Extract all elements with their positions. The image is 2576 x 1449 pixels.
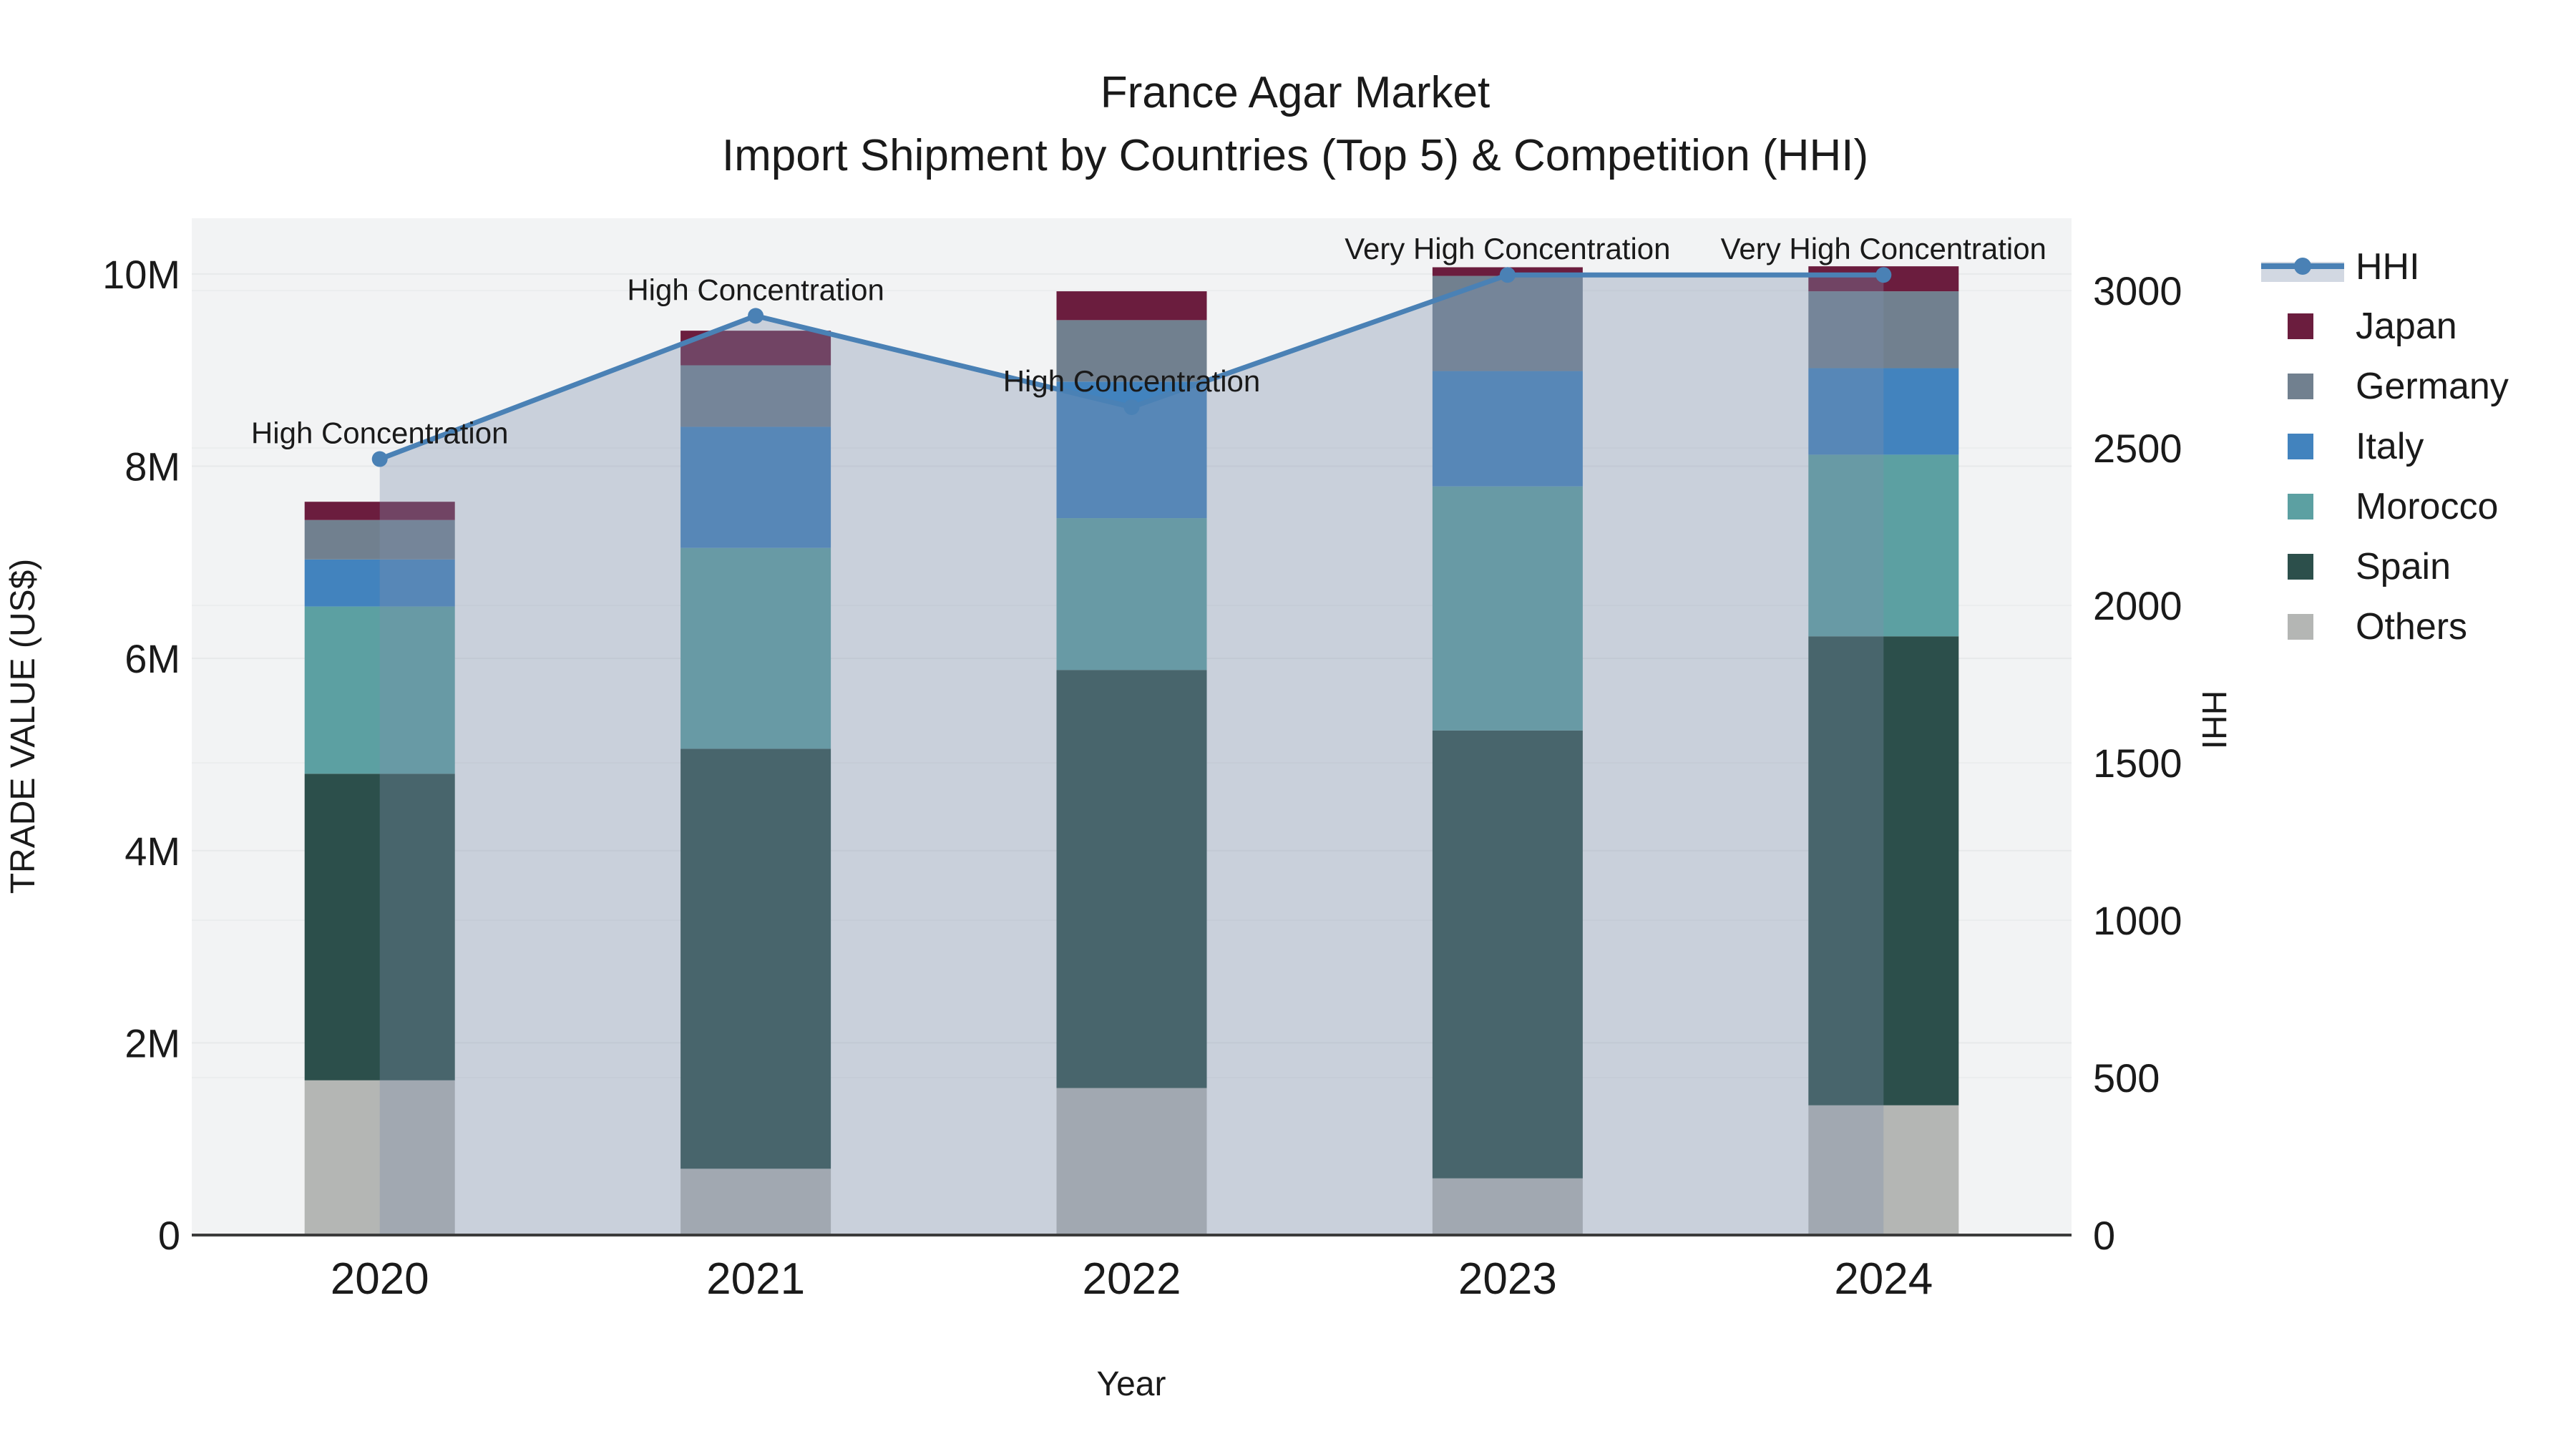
bar-segment-italy-2021[interactable] <box>680 426 831 548</box>
legend-item-japan[interactable]: Japan <box>2288 306 2457 347</box>
legend-hhi-marker-icon <box>2294 258 2311 275</box>
x-tick-2023: 2023 <box>1458 1254 1557 1304</box>
legend-item-italy[interactable]: Italy <box>2288 426 2424 467</box>
legend-swatch-morocco <box>2288 494 2313 519</box>
y-right-tick-2500: 2500 <box>2093 426 2182 471</box>
annotation-2023: Very High Concentration <box>1345 232 1670 265</box>
annotation-2020: High Concentration <box>251 416 509 450</box>
hhi-area <box>379 275 1884 1235</box>
y-right-tick-500: 500 <box>2093 1055 2160 1101</box>
bar-segment-morocco-2021[interactable] <box>680 547 831 749</box>
bar-segment-spain-2024[interactable] <box>1808 636 1959 1106</box>
legend-swatch-germany <box>2288 374 2313 399</box>
legend-label-hhi: HHI <box>2356 246 2420 288</box>
x-axis-title: Year <box>1097 1365 1166 1403</box>
y-left-tick-0: 0 <box>158 1213 180 1258</box>
bar-segment-others-2021[interactable] <box>680 1169 831 1235</box>
bar-segment-morocco-2024[interactable] <box>1808 454 1959 637</box>
hhi-line <box>371 267 1892 467</box>
bar-segment-italy-2024[interactable] <box>1808 368 1959 455</box>
y-left-tick-10M: 10M <box>102 252 180 297</box>
legend-swatch-italy <box>2288 434 2313 459</box>
legend-label-germany: Germany <box>2356 366 2509 407</box>
y-left-tick-6M: 6M <box>125 636 180 681</box>
legend-label-italy: Italy <box>2356 426 2424 467</box>
legend: HHI Japan Germany Italy Morocco Spain Others <box>2261 246 2509 648</box>
bar-segment-morocco-2020[interactable] <box>304 606 455 774</box>
legend-swatch-spain <box>2288 554 2313 580</box>
legend-swatch-others <box>2288 614 2313 640</box>
x-tick-2024: 2024 <box>1834 1254 1933 1304</box>
hhi-marker-2022[interactable] <box>1123 399 1140 415</box>
bar-segment-japan-2020[interactable] <box>304 502 455 520</box>
bar-segment-germany-2024[interactable] <box>1808 291 1959 369</box>
legend-label-morocco: Morocco <box>2356 486 2498 527</box>
bar-segment-others-2023[interactable] <box>1432 1178 1583 1235</box>
bar-segment-italy-2023[interactable] <box>1432 371 1583 487</box>
chart-title-line1: France Agar Market <box>1101 68 1490 117</box>
y-axis-left-title: TRADE VALUE (US$) <box>4 559 42 894</box>
bar-segment-others-2024[interactable] <box>1808 1105 1959 1235</box>
y-left-tick-4M: 4M <box>125 829 180 874</box>
y-left-tick-8M: 8M <box>125 444 180 489</box>
legend-swatch-japan <box>2288 313 2313 339</box>
axes: 0 2M 4M 6M 8M 10M 0 500 1000 1500 2000 2500 3000 2020… <box>102 252 2182 1304</box>
y-right-tick-1500: 1500 <box>2093 741 2182 786</box>
x-tick-2021: 2021 <box>706 1254 805 1304</box>
hhi-marker-2023[interactable] <box>1499 267 1516 283</box>
bar-segment-germany-2020[interactable] <box>304 519 455 560</box>
x-tick-2020: 2020 <box>331 1254 429 1304</box>
y-right-tick-3000: 3000 <box>2093 268 2182 313</box>
y-right-tick-2000: 2000 <box>2093 583 2182 628</box>
bar-segment-spain-2020[interactable] <box>304 774 455 1080</box>
y-left-tick-2M: 2M <box>125 1020 180 1065</box>
bar-segment-germany-2022[interactable] <box>1056 320 1207 382</box>
y-right-tick-0: 0 <box>2093 1213 2115 1258</box>
bar-segment-others-2020[interactable] <box>304 1080 455 1235</box>
bar-segment-japan-2022[interactable] <box>1056 291 1207 321</box>
legend-item-germany[interactable]: Germany <box>2288 366 2509 407</box>
annotation-2024: Very High Concentration <box>1721 232 2046 265</box>
bar-segment-italy-2020[interactable] <box>304 559 455 607</box>
x-tick-2022: 2022 <box>1083 1254 1181 1304</box>
legend-item-spain[interactable]: Spain <box>2288 546 2451 587</box>
chart-title-line2: Import Shipment by Countries (Top 5) & C… <box>722 131 1868 180</box>
y-right-tick-1000: 1000 <box>2093 898 2182 943</box>
annotation-2021: High Concentration <box>627 273 884 306</box>
legend-item-others[interactable]: Others <box>2288 606 2467 648</box>
legend-label-japan: Japan <box>2356 306 2457 347</box>
annotations: High Concentration High Concentration High… <box>251 232 2046 449</box>
legend-label-spain: Spain <box>2356 546 2451 587</box>
legend-item-morocco[interactable]: Morocco <box>2288 486 2498 527</box>
bar-segment-morocco-2022[interactable] <box>1056 518 1207 670</box>
legend-item-hhi[interactable]: HHI <box>2261 246 2420 288</box>
bar-segment-morocco-2023[interactable] <box>1432 486 1583 731</box>
annotation-2022: High Concentration <box>1003 364 1261 398</box>
legend-label-others: Others <box>2356 606 2467 648</box>
bar-segment-spain-2021[interactable] <box>680 748 831 1169</box>
hhi-area-fill <box>379 275 1884 1235</box>
hhi-marker-2024[interactable] <box>1875 267 1892 283</box>
bar-segment-spain-2023[interactable] <box>1432 730 1583 1179</box>
bar-segment-germany-2021[interactable] <box>680 365 831 427</box>
bar-segment-others-2022[interactable] <box>1056 1088 1207 1235</box>
bar-segment-spain-2022[interactable] <box>1056 670 1207 1088</box>
hhi-marker-2021[interactable] <box>748 308 764 324</box>
hhi-marker-2020[interactable] <box>371 451 388 467</box>
y-axis-right-title: HHI <box>2195 691 2233 750</box>
